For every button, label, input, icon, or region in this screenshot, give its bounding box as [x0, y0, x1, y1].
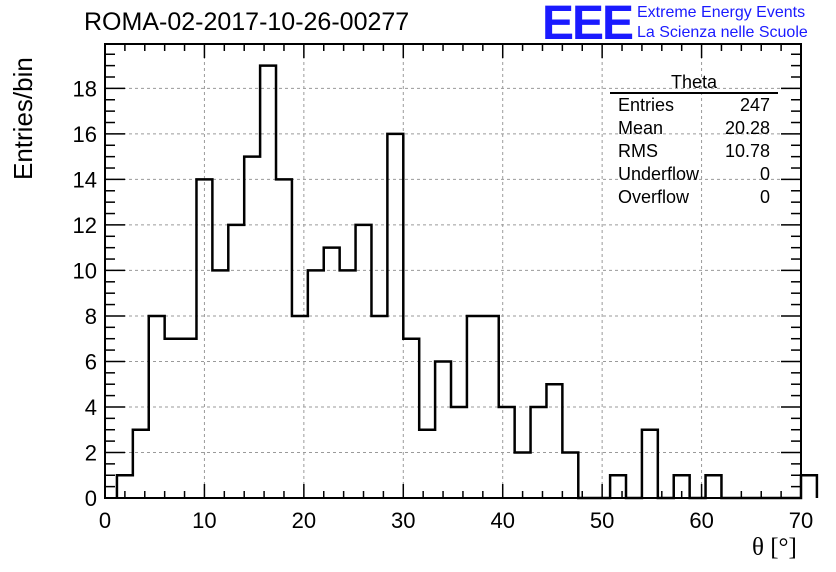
stats-row-underflow: Underflow 0: [610, 163, 778, 186]
histogram-bin: [467, 316, 483, 498]
y-tick-label: 4: [85, 395, 97, 420]
stats-label: RMS: [618, 141, 658, 161]
histogram-bin: [276, 179, 292, 498]
x-tick-label: 60: [689, 508, 713, 533]
histogram-bin: [419, 430, 435, 498]
y-tick-label: 16: [73, 122, 97, 147]
x-tick-label: 30: [391, 508, 415, 533]
histogram-bin: [308, 270, 324, 498]
x-axis-label: θ [°]: [752, 534, 797, 561]
histogram-bin: [403, 339, 419, 498]
histogram-bin: [340, 270, 356, 498]
logo-line-1: Extreme Energy Events: [637, 4, 806, 21]
eee-logo: EEE: [542, 0, 634, 50]
stats-label: Overflow: [618, 187, 690, 207]
histogram-bin: [324, 248, 340, 498]
histogram-bin: [562, 452, 578, 498]
histogram-bin: [181, 339, 197, 498]
stats-label: Underflow: [618, 164, 700, 184]
histogram-bin: [371, 316, 387, 498]
y-tick-label: 6: [85, 349, 97, 374]
stats-name: Theta: [610, 70, 778, 94]
x-tick-label: 70: [789, 508, 813, 533]
stats-label: Entries: [618, 95, 675, 115]
histogram-bin: [228, 225, 244, 498]
histogram-bin: [165, 339, 181, 498]
histogram-bin: [642, 430, 658, 498]
x-tick-label: 0: [99, 508, 111, 533]
y-tick-label: 2: [85, 440, 97, 465]
histogram-outline: [115, 64, 819, 500]
stats-value: 10.78: [724, 141, 770, 161]
y-tick-label: 18: [73, 76, 97, 101]
histogram-bin: [212, 270, 228, 498]
stats-row-overflow: Overflow 0: [610, 186, 778, 209]
histogram-bin: [133, 430, 149, 498]
stats-row-rms: RMS 10.78: [610, 140, 778, 163]
x-tick-label: 50: [590, 508, 614, 533]
stats-box: Theta Entries 247 Mean 20.28 RMS 10.78 U…: [610, 70, 778, 209]
stats-value: 247: [739, 95, 770, 115]
stats-row-mean: Mean 20.28: [610, 117, 778, 140]
stats-value: 20.28: [724, 118, 770, 138]
y-axis-label: Entries/bin: [8, 57, 38, 180]
y-tick-label: 8: [85, 304, 97, 329]
x-tick-label: 20: [292, 508, 316, 533]
y-tick-label: 14: [73, 167, 97, 192]
stats-label: Mean: [618, 118, 664, 138]
y-tick-label: 0: [85, 486, 97, 511]
x-tick-label: 10: [192, 508, 216, 533]
histogram-bin: [801, 475, 817, 498]
stats-row-entries: Entries 247: [610, 94, 778, 117]
y-tick-label: 12: [73, 213, 97, 238]
histogram-bin: [260, 66, 276, 498]
stats-value: 0: [759, 187, 770, 207]
plot-title: ROMA-02-2017-10-26-00277: [84, 8, 410, 36]
histogram-bin: [244, 157, 260, 498]
histogram-bin: [149, 316, 165, 498]
histogram-bin: [706, 475, 722, 498]
plot-frame: [104, 43, 802, 499]
histogram-bin: [546, 384, 562, 498]
histogram-bin: [435, 361, 451, 498]
stats-value: 0: [759, 164, 770, 184]
histogram-bin: [610, 475, 626, 498]
y-tick-label: 10: [73, 258, 97, 283]
x-tick-label: 40: [490, 508, 514, 533]
logo-line-2: La Scienza nelle Scuole: [637, 24, 808, 41]
